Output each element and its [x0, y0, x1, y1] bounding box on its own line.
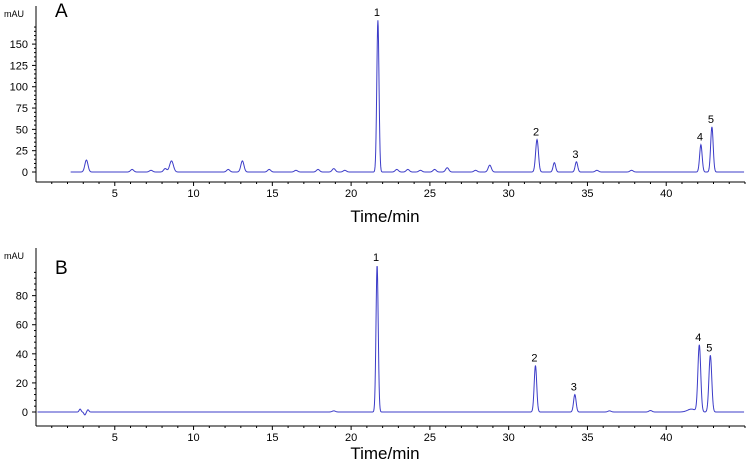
y-tick-label: 40	[16, 349, 28, 361]
y-tick-label: 50	[16, 124, 28, 136]
peak-label-5: 5	[706, 342, 712, 354]
y-tick-label: 100	[10, 82, 28, 94]
chromatogram-trace	[37, 266, 745, 416]
x-tick-label: 40	[660, 188, 672, 200]
peak-label-2: 2	[533, 127, 539, 139]
y-tick-label: 20	[16, 378, 28, 390]
y-tick-label: 0	[22, 407, 28, 419]
x-tick-label: 35	[581, 432, 593, 444]
chromatogram-trace	[70, 20, 745, 173]
x-axis-title: Time/min	[350, 207, 419, 226]
panel-label: B	[55, 258, 68, 279]
peak-label-4: 4	[697, 132, 703, 144]
y-axis-unit-label: mAU	[4, 9, 24, 19]
y-tick-label: 25	[16, 146, 28, 158]
x-tick-label: 10	[187, 188, 199, 200]
x-tick-label: 25	[424, 432, 436, 444]
x-tick-label: 15	[266, 188, 278, 200]
peak-label-1: 1	[374, 7, 380, 19]
x-tick-label: 15	[266, 432, 278, 444]
peak-label-3: 3	[571, 382, 577, 394]
x-tick-label: 5	[112, 432, 118, 444]
y-tick-label: 60	[16, 320, 28, 332]
x-axis-title: Time/min	[350, 444, 419, 462]
y-axis-unit-label: mAU	[4, 251, 24, 261]
peak-label-5: 5	[708, 114, 714, 126]
x-tick-label: 30	[503, 432, 515, 444]
x-tick-label: 10	[187, 432, 199, 444]
y-tick-label: 75	[16, 103, 28, 115]
y-tick-label: 80	[16, 291, 28, 303]
panel-b: 5 10 15 20 25 30 35 40 0 20 40 60 80 mAU B Time/min 1 2 3 4…	[4, 248, 746, 463]
x-tick-label: 30	[503, 188, 515, 200]
y-tick-label: 125	[10, 60, 28, 72]
y-tick-label: 0	[22, 167, 28, 179]
x-tick-label: 35	[581, 188, 593, 200]
peak-label-1: 1	[373, 252, 379, 264]
peak-label-2: 2	[531, 352, 537, 364]
peak-label-4: 4	[695, 332, 701, 344]
x-tick-label: 20	[345, 432, 357, 444]
x-tick-label: 25	[424, 188, 436, 200]
x-tick-label: 20	[345, 188, 357, 200]
x-tick-label: 5	[112, 188, 118, 200]
peak-label-3: 3	[572, 149, 578, 161]
y-tick-label: 150	[10, 39, 28, 51]
x-tick-label: 40	[660, 432, 672, 444]
panel-label: A	[55, 1, 68, 22]
